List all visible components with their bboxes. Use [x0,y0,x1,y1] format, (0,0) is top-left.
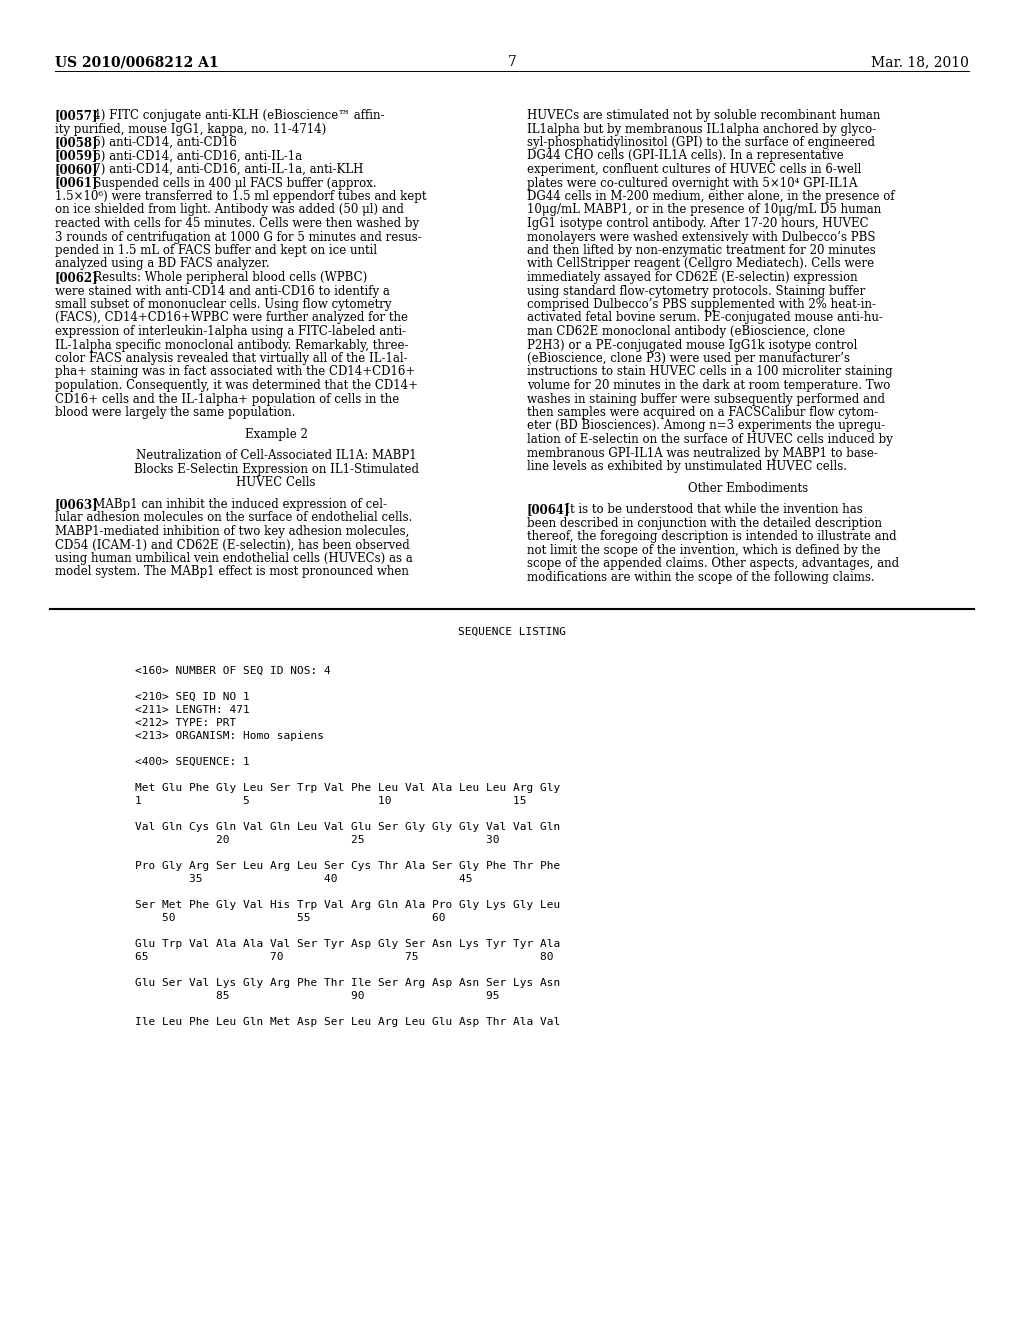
Text: HUVEC Cells: HUVEC Cells [237,477,315,490]
Text: model system. The MABp1 effect is most pronounced when: model system. The MABp1 effect is most p… [55,565,409,578]
Text: Ser Met Phe Gly Val His Trp Val Arg Gln Ala Pro Gly Lys Gly Leu: Ser Met Phe Gly Val His Trp Val Arg Gln … [135,900,560,911]
Text: instructions to stain HUVEC cells in a 100 microliter staining: instructions to stain HUVEC cells in a 1… [527,366,893,379]
Text: Glu Trp Val Ala Ala Val Ser Tyr Asp Gly Ser Asn Lys Tyr Tyr Ala: Glu Trp Val Ala Ala Val Ser Tyr Asp Gly … [135,940,560,949]
Text: immediately assayed for CD62E (E-selectin) expression: immediately assayed for CD62E (E-selecti… [527,271,858,284]
Text: using standard flow-cytometry protocols. Staining buffer: using standard flow-cytometry protocols.… [527,285,865,297]
Text: 20                  25                  30: 20 25 30 [135,836,500,845]
Text: plates were co-cultured overnight with 5×10⁴ GPI-IL1A: plates were co-cultured overnight with 5… [527,177,857,190]
Text: washes in staining buffer were subsequently performed and: washes in staining buffer were subsequen… [527,392,885,405]
Text: 4) FITC conjugate anti-KLH (eBioscience™ affin-: 4) FITC conjugate anti-KLH (eBioscience™… [82,110,384,121]
Text: 3 rounds of centrifugation at 1000 G for 5 minutes and resus-: 3 rounds of centrifugation at 1000 G for… [55,231,422,243]
Text: CD54 (ICAM-1) and CD62E (E-selectin), has been observed: CD54 (ICAM-1) and CD62E (E-selectin), ha… [55,539,410,552]
Text: eter (BD Biosciences). Among n=3 experiments the upregu-: eter (BD Biosciences). Among n=3 experim… [527,420,885,433]
Text: DG44 cells in M-200 medium, either alone, in the presence of: DG44 cells in M-200 medium, either alone… [527,190,895,203]
Text: and then lifted by non-enzymatic treatment for 20 minutes: and then lifted by non-enzymatic treatme… [527,244,876,257]
Text: experiment, confluent cultures of HUVEC cells in 6-well: experiment, confluent cultures of HUVEC … [527,162,861,176]
Text: Suspended cells in 400 μl FACS buffer (approx.: Suspended cells in 400 μl FACS buffer (a… [82,177,376,190]
Text: thereof, the foregoing description is intended to illustrate and: thereof, the foregoing description is in… [527,531,897,544]
Text: IL1alpha but by membranous IL1alpha anchored by glyco-: IL1alpha but by membranous IL1alpha anch… [527,123,877,136]
Text: population. Consequently, it was determined that the CD14+: population. Consequently, it was determi… [55,379,418,392]
Text: volume for 20 minutes in the dark at room temperature. Two: volume for 20 minutes in the dark at roo… [527,379,891,392]
Text: Ile Leu Phe Leu Gln Met Asp Ser Leu Arg Leu Glu Asp Thr Ala Val: Ile Leu Phe Leu Gln Met Asp Ser Leu Arg … [135,1018,560,1027]
Text: syl-phosphatidylinositol (GPI) to the surface of engineered: syl-phosphatidylinositol (GPI) to the su… [527,136,874,149]
Text: activated fetal bovine serum. PE-conjugated mouse anti-hu-: activated fetal bovine serum. PE-conjuga… [527,312,883,325]
Text: (FACS), CD14+CD16+WPBC were further analyzed for the: (FACS), CD14+CD16+WPBC were further anal… [55,312,408,325]
Text: P2H3) or a PE-conjugated mouse IgG1k isotype control: P2H3) or a PE-conjugated mouse IgG1k iso… [527,338,857,351]
Text: Example 2: Example 2 [245,428,307,441]
Text: It is to be understood that while the invention has: It is to be understood that while the in… [554,503,862,516]
Text: color FACS analysis revealed that virtually all of the IL-1al-: color FACS analysis revealed that virtua… [55,352,408,366]
Text: HUVECs are stimulated not by soluble recombinant human: HUVECs are stimulated not by soluble rec… [527,110,881,121]
Text: [0059]: [0059] [55,149,98,162]
Text: [0064]: [0064] [527,503,570,516]
Text: blood were largely the same population.: blood were largely the same population. [55,407,295,418]
Text: MABP1-mediated inhibition of two key adhesion molecules,: MABP1-mediated inhibition of two key adh… [55,525,410,537]
Text: 6) anti-CD14, anti-CD16, anti-IL-1a: 6) anti-CD14, anti-CD16, anti-IL-1a [82,149,302,162]
Text: Neutralization of Cell-Associated IL1A: MABP1: Neutralization of Cell-Associated IL1A: … [136,449,417,462]
Text: (eBioscience, clone P3) were used per manufacturer’s: (eBioscience, clone P3) were used per ma… [527,352,850,366]
Text: pended in 1.5 mL of FACS buffer and kept on ice until: pended in 1.5 mL of FACS buffer and kept… [55,244,377,257]
Text: analyzed using a BD FACS analyzer.: analyzed using a BD FACS analyzer. [55,257,269,271]
Text: 1               5                   10                  15: 1 5 10 15 [135,796,526,807]
Text: <211> LENGTH: 471: <211> LENGTH: 471 [135,705,250,715]
Text: line levels as exhibited by unstimulated HUVEC cells.: line levels as exhibited by unstimulated… [527,459,847,473]
Text: US 2010/0068212 A1: US 2010/0068212 A1 [55,55,219,69]
Text: then samples were acquired on a FACSCalibur flow cytom-: then samples were acquired on a FACSCali… [527,407,879,418]
Text: Other Embodiments: Other Embodiments [688,482,808,495]
Text: [0058]: [0058] [55,136,98,149]
Text: Glu Ser Val Lys Gly Arg Phe Thr Ile Ser Arg Asp Asn Ser Lys Asn: Glu Ser Val Lys Gly Arg Phe Thr Ile Ser … [135,978,560,989]
Text: Val Gln Cys Gln Val Gln Leu Val Glu Ser Gly Gly Gly Val Val Gln: Val Gln Cys Gln Val Gln Leu Val Glu Ser … [135,822,560,832]
Text: CD16+ cells and the IL-1alpha+ population of cells in the: CD16+ cells and the IL-1alpha+ populatio… [55,392,399,405]
Text: small subset of mononuclear cells. Using flow cytometry: small subset of mononuclear cells. Using… [55,298,391,312]
Text: with CellStripper reagent (Cellgro Mediatech). Cells were: with CellStripper reagent (Cellgro Media… [527,257,874,271]
Text: 50                  55                  60: 50 55 60 [135,913,445,923]
Text: lation of E-selectin on the surface of HUVEC cells induced by: lation of E-selectin on the surface of H… [527,433,893,446]
Text: modifications are within the scope of the following claims.: modifications are within the scope of th… [527,570,874,583]
Text: using human umbilical vein endothelial cells (HUVECs) as a: using human umbilical vein endothelial c… [55,552,413,565]
Text: pha+ staining was in fact associated with the CD14+CD16+: pha+ staining was in fact associated wit… [55,366,416,379]
Text: 5) anti-CD14, anti-CD16: 5) anti-CD14, anti-CD16 [82,136,237,149]
Text: DG44 CHO cells (GPI-IL1A cells). In a representative: DG44 CHO cells (GPI-IL1A cells). In a re… [527,149,844,162]
Text: not limit the scope of the invention, which is defined by the: not limit the scope of the invention, wh… [527,544,881,557]
Text: reacted with cells for 45 minutes. Cells were then washed by: reacted with cells for 45 minutes. Cells… [55,216,419,230]
Text: expression of interleukin-1alpha using a FITC-labeled anti-: expression of interleukin-1alpha using a… [55,325,407,338]
Text: IgG1 isotype control antibody. After 17-20 hours, HUVEC: IgG1 isotype control antibody. After 17-… [527,216,868,230]
Text: 35                  40                  45: 35 40 45 [135,874,472,884]
Text: <212> TYPE: PRT: <212> TYPE: PRT [135,718,237,729]
Text: 65                  70                  75                  80: 65 70 75 80 [135,952,554,962]
Text: comprised Dulbecco’s PBS supplemented with 2% heat-in-: comprised Dulbecco’s PBS supplemented wi… [527,298,876,312]
Text: Results: Whole peripheral blood cells (WPBC): Results: Whole peripheral blood cells (W… [82,271,367,284]
Text: Pro Gly Arg Ser Leu Arg Leu Ser Cys Thr Ala Ser Gly Phe Thr Phe: Pro Gly Arg Ser Leu Arg Leu Ser Cys Thr … [135,861,560,871]
Text: IL-1alpha specific monoclonal antibody. Remarkably, three-: IL-1alpha specific monoclonal antibody. … [55,338,409,351]
Text: 7) anti-CD14, anti-CD16, anti-IL-1a, anti-KLH: 7) anti-CD14, anti-CD16, anti-IL-1a, ant… [82,162,362,176]
Text: Met Glu Phe Gly Leu Ser Trp Val Phe Leu Val Ala Leu Leu Arg Gly: Met Glu Phe Gly Leu Ser Trp Val Phe Leu … [135,783,560,793]
Text: 10μg/mL MABP1, or in the presence of 10μg/mL D5 human: 10μg/mL MABP1, or in the presence of 10μ… [527,203,882,216]
Text: man CD62E monoclonal antibody (eBioscience, clone: man CD62E monoclonal antibody (eBioscien… [527,325,845,338]
Text: SEQUENCE LISTING: SEQUENCE LISTING [458,627,566,638]
Text: 1.5×10⁶) were transferred to 1.5 ml eppendorf tubes and kept: 1.5×10⁶) were transferred to 1.5 ml eppe… [55,190,427,203]
Text: 7: 7 [508,55,516,69]
Text: <160> NUMBER OF SEQ ID NOS: 4: <160> NUMBER OF SEQ ID NOS: 4 [135,667,331,676]
Text: <210> SEQ ID NO 1: <210> SEQ ID NO 1 [135,692,250,702]
Text: [0062]: [0062] [55,271,98,284]
Text: [0060]: [0060] [55,162,98,176]
Text: [0057]: [0057] [55,110,98,121]
Text: monolayers were washed extensively with Dulbecco’s PBS: monolayers were washed extensively with … [527,231,876,243]
Text: membranous GPI-IL1A was neutralized by MABP1 to base-: membranous GPI-IL1A was neutralized by M… [527,446,878,459]
Text: MABp1 can inhibit the induced expression of cel-: MABp1 can inhibit the induced expression… [82,498,386,511]
Text: lular adhesion molecules on the surface of endothelial cells.: lular adhesion molecules on the surface … [55,511,413,524]
Text: ity purified, mouse IgG1, kappa, no. 11-4714): ity purified, mouse IgG1, kappa, no. 11-… [55,123,327,136]
Text: scope of the appended claims. Other aspects, advantages, and: scope of the appended claims. Other aspe… [527,557,899,570]
Text: on ice shielded from light. Antibody was added (50 μl) and: on ice shielded from light. Antibody was… [55,203,403,216]
Text: [0061]: [0061] [55,177,98,190]
Text: Blocks E-Selectin Expression on IL1-Stimulated: Blocks E-Selectin Expression on IL1-Stim… [133,463,419,475]
Text: [0063]: [0063] [55,498,98,511]
Text: <400> SEQUENCE: 1: <400> SEQUENCE: 1 [135,758,250,767]
Text: were stained with anti-CD14 and anti-CD16 to identify a: were stained with anti-CD14 and anti-CD1… [55,285,390,297]
Text: <213> ORGANISM: Homo sapiens: <213> ORGANISM: Homo sapiens [135,731,324,742]
Text: Mar. 18, 2010: Mar. 18, 2010 [871,55,969,69]
Text: been described in conjunction with the detailed description: been described in conjunction with the d… [527,516,882,529]
Text: 85                  90                  95: 85 90 95 [135,991,500,1001]
